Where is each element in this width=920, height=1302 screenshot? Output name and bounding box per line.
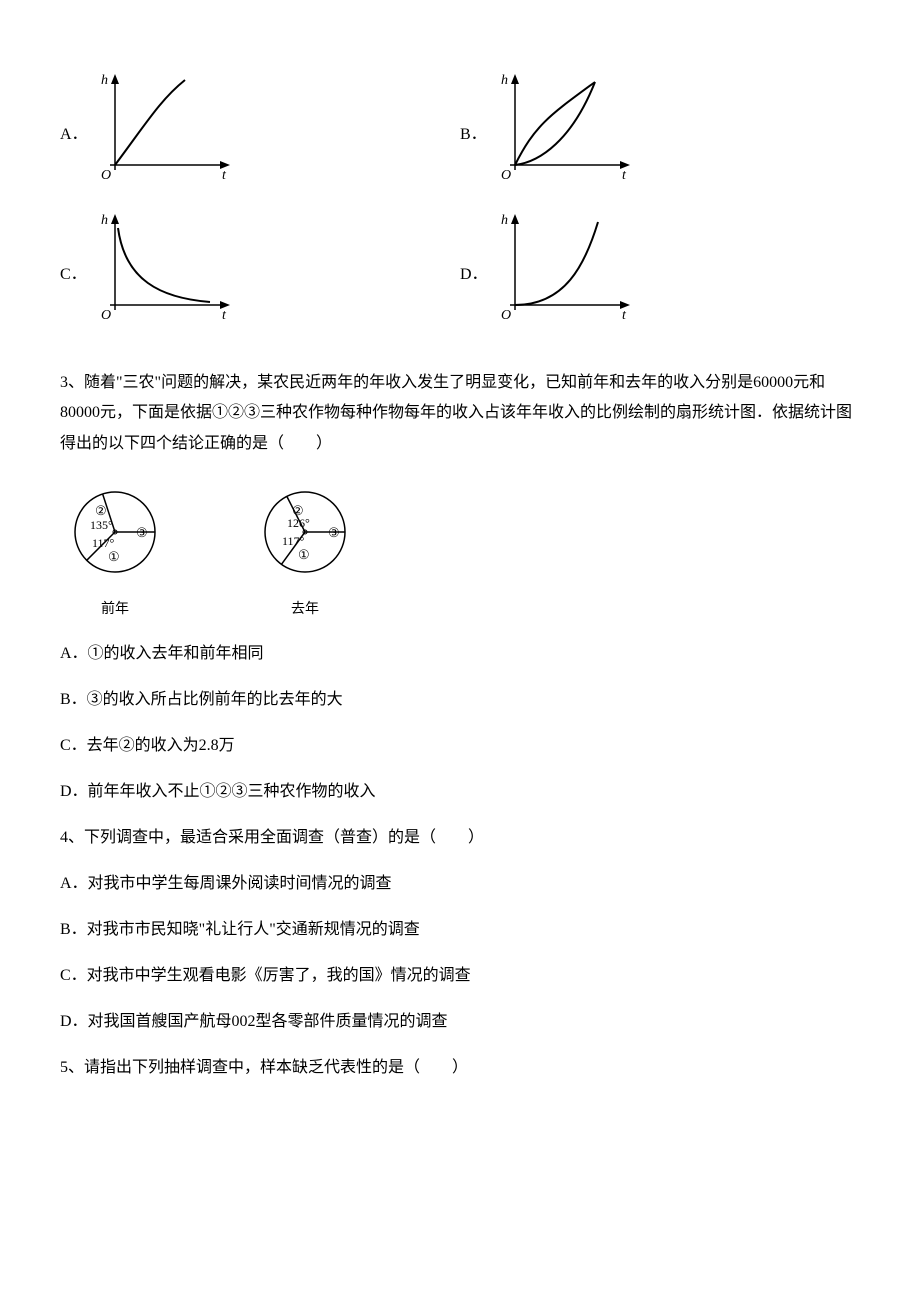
svg-text:h: h: [501, 73, 508, 88]
svg-text:O: O: [101, 308, 111, 323]
q4-option-c: C．对我市中学生观看电影《厉害了，我的国》情况的调查: [60, 964, 860, 988]
pie-right-label: 去年: [250, 599, 360, 620]
q3-option-d: D．前年年收入不止①②③三种农作物的收入: [60, 780, 860, 804]
q2-option-b: B． h t O: [460, 70, 860, 200]
q4-option-a: A．对我市中学生每周课外阅读时间情况的调查: [60, 872, 860, 896]
svg-text:126°: 126°: [287, 516, 310, 530]
svg-text:O: O: [101, 168, 111, 183]
svg-text:O: O: [501, 168, 511, 183]
q2-option-c: C． h t O: [60, 210, 460, 340]
svg-text:③: ③: [136, 525, 148, 540]
svg-text:h: h: [101, 73, 108, 88]
q2-row-1: A． h t O B． h t O: [60, 70, 860, 200]
q2-option-a: A． h t O: [60, 70, 460, 200]
option-letter: D．: [460, 263, 490, 287]
svg-text:t: t: [222, 308, 227, 323]
q3-text: 3、随着"三农"问题的解决，某农民近两年的年收入发生了明显变化，已知前年和去年的…: [60, 368, 860, 459]
graph-d: h t O: [490, 210, 640, 340]
svg-text:②: ②: [95, 503, 107, 518]
svg-text:135°: 135°: [90, 518, 113, 532]
svg-text:t: t: [622, 308, 627, 323]
graph-b: h t O: [490, 70, 640, 200]
svg-text:117°: 117°: [92, 536, 115, 550]
svg-text:O: O: [501, 308, 511, 323]
option-letter: B．: [460, 123, 490, 147]
svg-text:①: ①: [108, 549, 120, 564]
pie-right: ②126°①117°③: [250, 477, 360, 587]
option-letter: C．: [60, 263, 90, 287]
graph-a: h t O: [90, 70, 240, 200]
graph-c: h t O: [90, 210, 240, 340]
q3-option-b: B．③的收入所占比例前年的比去年的大: [60, 688, 860, 712]
svg-text:③: ③: [328, 525, 340, 540]
svg-text:t: t: [222, 168, 227, 183]
svg-text:h: h: [501, 213, 508, 228]
q2-row-2: C． h t O D． h t O: [60, 210, 860, 340]
q4-text: 4、下列调查中，最适合采用全面调查（普查）的是（ ）: [60, 826, 860, 850]
q5-text: 5、请指出下列抽样调查中，样本缺乏代表性的是（ ）: [60, 1056, 860, 1080]
q3-option-c: C．去年②的收入为2.8万: [60, 734, 860, 758]
svg-text:t: t: [622, 168, 627, 183]
q3-option-a: A．①的收入去年和前年相同: [60, 642, 860, 666]
svg-text:117°: 117°: [282, 534, 305, 548]
pie-left-col: ②135° ①117° ③ 前年: [60, 477, 170, 620]
option-letter: A．: [60, 123, 90, 147]
q4-option-b: B．对我市市民知晓"礼让行人"交通新规情况的调查: [60, 918, 860, 942]
pie-left: ②135° ①117° ③: [60, 477, 170, 587]
q4-option-d: D．对我国首艘国产航母002型各零部件质量情况的调查: [60, 1010, 860, 1034]
pie-left-label: 前年: [60, 599, 170, 620]
q2-option-d: D． h t O: [460, 210, 860, 340]
pie-right-col: ②126°①117°③ 去年: [250, 477, 360, 620]
svg-text:①: ①: [298, 547, 310, 562]
svg-text:h: h: [101, 213, 108, 228]
q3-pies: ②135°①117°③ 前年 ②126°①117°③ 去年: [60, 477, 860, 620]
